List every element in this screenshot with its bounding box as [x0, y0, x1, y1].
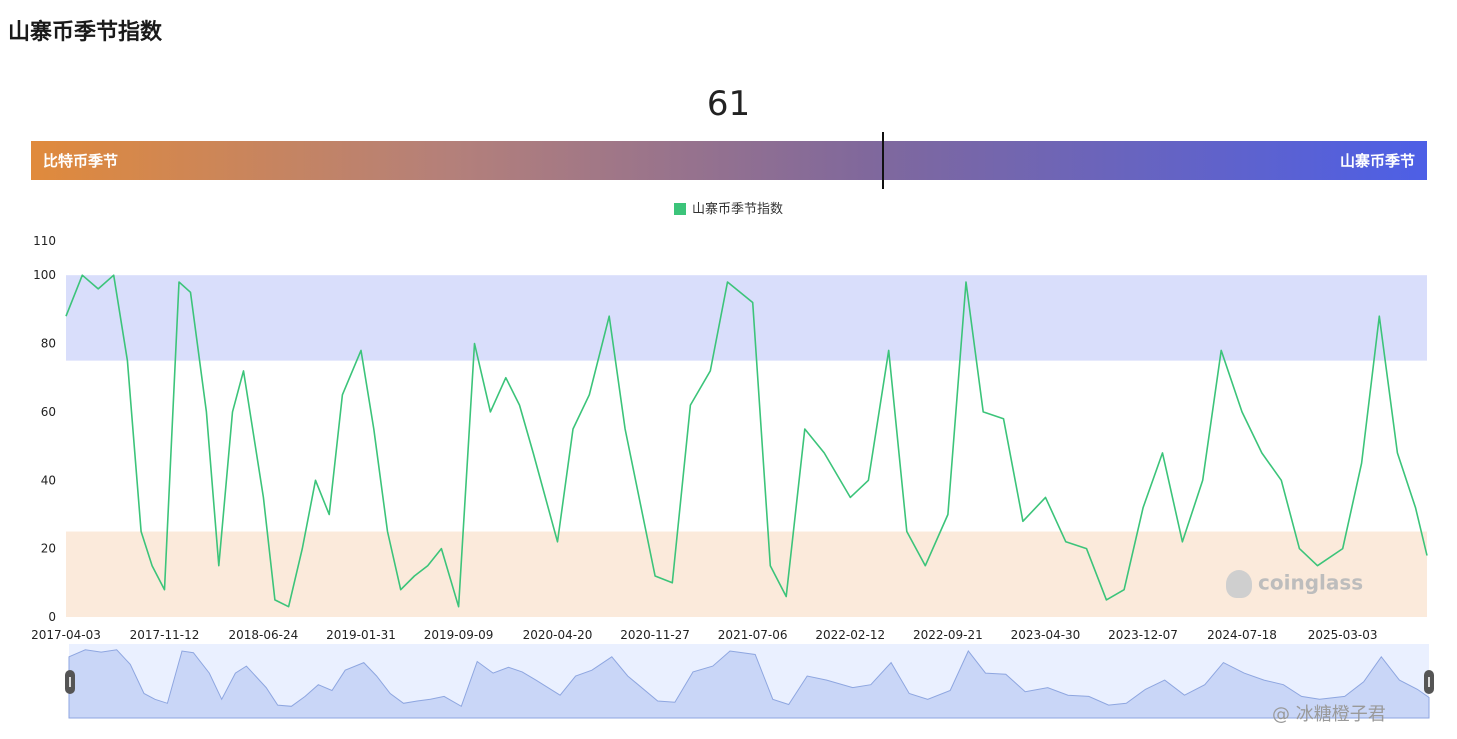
x-tick-label: 2019-01-31 [326, 628, 396, 642]
chart-legend[interactable]: 山寨币季节指数 [0, 198, 1457, 217]
y-tick-label: 0 [48, 610, 56, 624]
x-tick-label: 2019-09-09 [424, 628, 494, 642]
navigator-left-handle[interactable] [65, 670, 75, 694]
series-line [65, 274, 1428, 608]
y-tick-label: 80 [41, 337, 56, 351]
x-axis: 2017-04-03 2017-11-12 2018-06-24 2019-01-31… [31, 628, 1377, 642]
legend-series-label: 山寨币季节指数 [691, 202, 783, 217]
x-tick-label: 2020-11-27 [620, 628, 690, 642]
y-tick-label: 110 [33, 234, 56, 248]
y-tick-label: 60 [41, 405, 56, 419]
navigator-right-handle[interactable] [1424, 670, 1434, 694]
y-tick-label: 40 [41, 473, 56, 487]
x-tick-label: 2023-12-07 [1108, 628, 1178, 642]
x-tick-label: 2024-07-18 [1207, 628, 1277, 642]
x-tick-label: 2017-04-03 [31, 628, 101, 642]
navigator-area [68, 649, 1430, 719]
bitcoin-season-label: 比特币季节 [43, 152, 119, 170]
legend-swatch-icon [673, 203, 686, 215]
y-tick-label: 100 [33, 268, 56, 282]
gauge-current-marker [881, 132, 884, 189]
season-gauge-bar: 比特币季节 山寨币季节 [31, 141, 1427, 180]
altcoin-season-zone [66, 275, 1427, 361]
x-tick-label: 2022-02-12 [815, 628, 885, 642]
coinglass-logo-icon [1226, 570, 1252, 598]
x-tick-label: 2017-11-12 [130, 628, 200, 642]
x-tick-label: 2018-06-24 [229, 628, 299, 642]
page-title: 山寨币季节指数 [8, 20, 163, 45]
range-navigator [68, 644, 1430, 719]
y-axis: 0 20 40 60 80 100 110 [33, 234, 56, 624]
x-tick-label: 2025-03-03 [1308, 628, 1378, 642]
bitcoin-season-zone [66, 531, 1427, 617]
x-tick-label: 2023-04-30 [1011, 628, 1081, 642]
x-tick-label: 2021-07-06 [718, 628, 788, 642]
x-tick-label: 2022-09-21 [913, 628, 983, 642]
current-index-value: 61 [706, 84, 751, 124]
altcoin-season-label: 山寨币季节 [1339, 152, 1415, 170]
x-tick-label: 2020-04-20 [523, 628, 593, 642]
coinglass-watermark: coinglass [1226, 570, 1363, 598]
y-tick-label: 20 [41, 542, 56, 556]
author-credit: @ 冰糖橙子君 [1272, 704, 1386, 725]
zone-bands [66, 275, 1427, 617]
